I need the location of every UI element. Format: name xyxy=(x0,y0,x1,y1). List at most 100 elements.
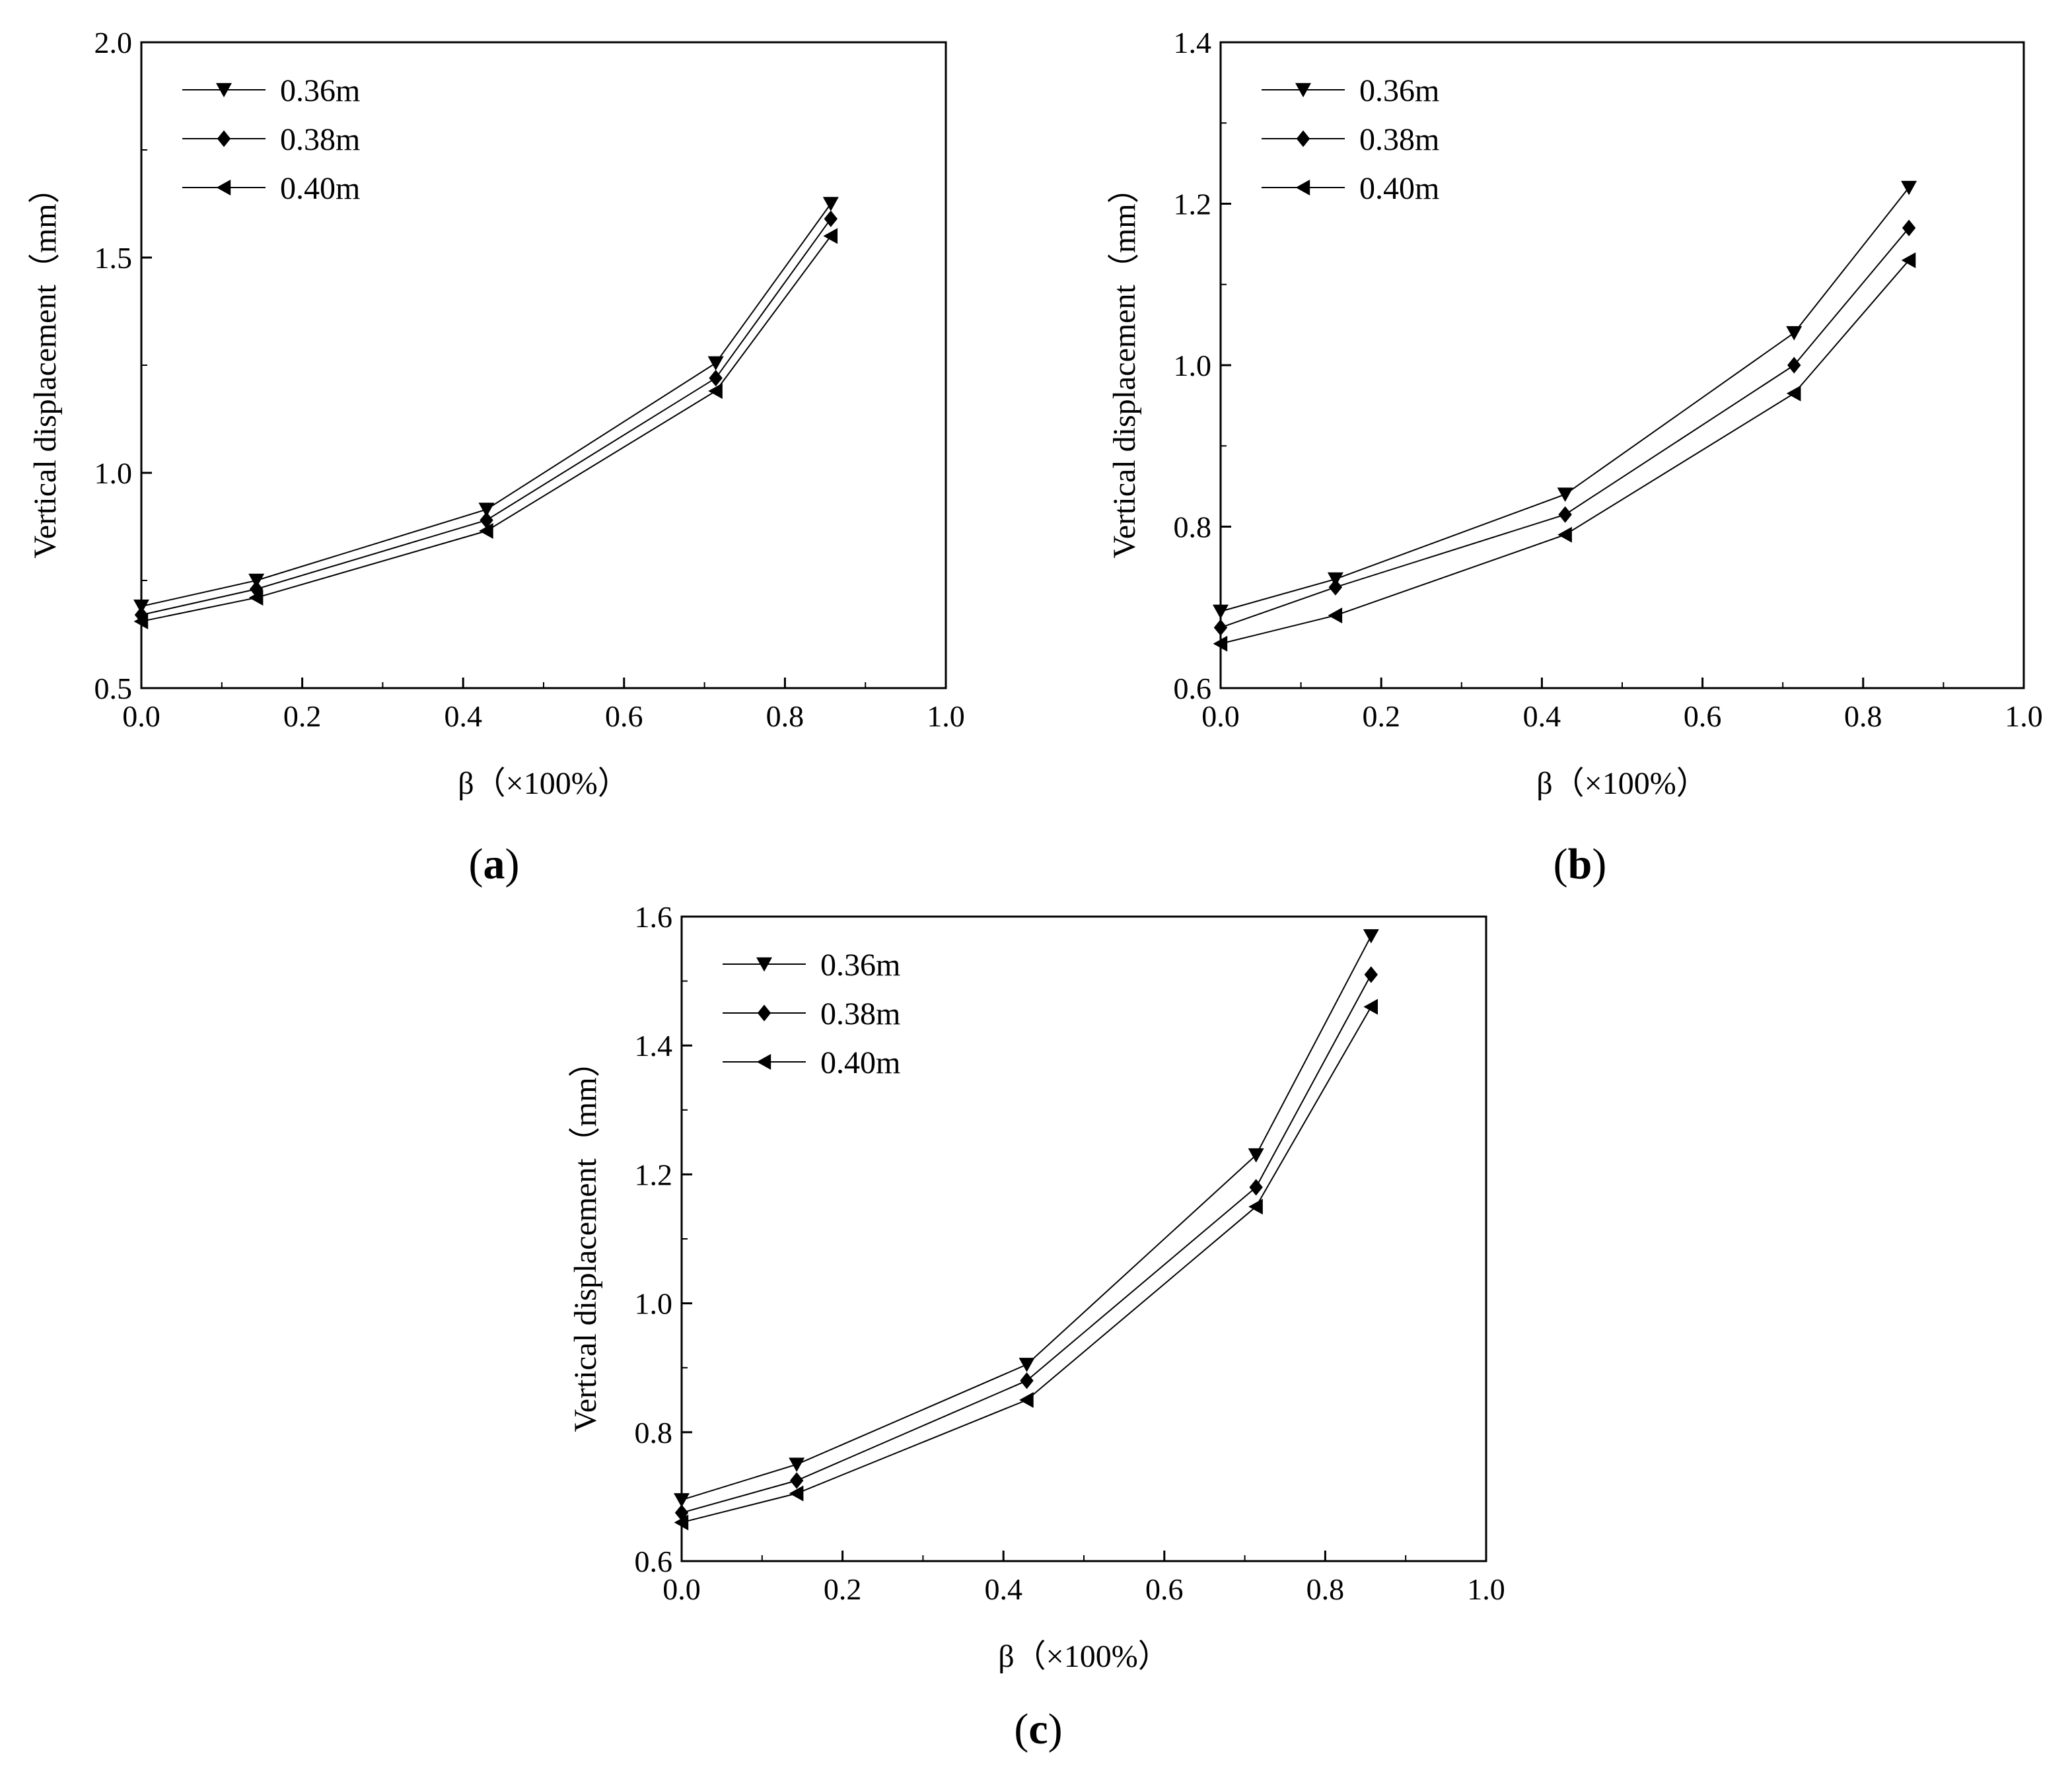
x-tick-label: 0.4 xyxy=(984,1572,1022,1606)
y-tick-label: 0.5 xyxy=(94,672,133,705)
data-point-0.38m xyxy=(1249,1179,1263,1196)
y-tick-label: 1.0 xyxy=(1174,349,1212,382)
data-point-0.40m xyxy=(708,383,723,400)
data-point-0.38m xyxy=(480,512,493,529)
legend-marker xyxy=(217,130,231,147)
data-point-0.40m xyxy=(133,613,149,629)
data-point-0.40m xyxy=(1557,526,1572,543)
data-point-0.38m xyxy=(824,210,838,227)
x-tick-label: 0.0 xyxy=(122,699,161,733)
x-axis-title: β（×100%） xyxy=(998,1639,1169,1674)
data-point-0.36m xyxy=(822,197,839,211)
x-axis-title: β（×100%） xyxy=(458,766,629,801)
y-tick-label: 1.0 xyxy=(94,456,133,490)
data-point-0.36m xyxy=(707,356,724,371)
x-tick-label: 0.0 xyxy=(1201,699,1240,733)
data-point-0.36m xyxy=(1018,1358,1035,1372)
x-tick-label: 0.2 xyxy=(283,699,322,733)
legend-label: 0.36m xyxy=(820,948,900,983)
data-point-0.40m xyxy=(1901,252,1916,269)
x-tick-label: 1.0 xyxy=(1467,1572,1505,1606)
legend-marker xyxy=(216,83,232,98)
y-tick-label: 1.5 xyxy=(94,241,133,275)
data-point-0.36m xyxy=(1213,604,1229,619)
data-point-0.36m xyxy=(1363,929,1379,944)
data-point-0.36m xyxy=(789,1457,805,1472)
legend-marker xyxy=(1295,83,1311,98)
x-tick-label: 0.8 xyxy=(1306,1572,1345,1606)
legend-label: 0.40m xyxy=(820,1045,900,1080)
chart-panel-a: 0.0 0.2 0.4 0.6 0.8 1.0 0.5 1.0 1.5 2.0 β（×100%） Ve… xyxy=(28,26,965,888)
data-point-0.40m xyxy=(1786,385,1801,402)
legend-label: 0.40m xyxy=(1359,171,1439,206)
data-point-0.38m xyxy=(789,1472,804,1489)
y-tick-label: 1.2 xyxy=(635,1158,673,1191)
x-tick-label: 1.0 xyxy=(927,699,965,733)
legend-marker xyxy=(756,1054,771,1070)
y-tick-label: 2.0 xyxy=(94,26,133,59)
legend-marker xyxy=(216,180,231,195)
data-point-0.40m xyxy=(789,1485,804,1502)
y-tick-label: 0.6 xyxy=(1174,672,1212,705)
legend-label: 0.38m xyxy=(820,996,900,1031)
panel-label: (b) xyxy=(1554,840,1607,888)
data-point-0.40m xyxy=(1328,607,1343,623)
x-tick-label: 0.4 xyxy=(1523,699,1561,733)
legend-marker xyxy=(756,957,772,972)
data-point-0.40m xyxy=(1019,1392,1034,1408)
data-point-0.38m xyxy=(134,606,149,623)
legend-marker xyxy=(757,1004,771,1022)
data-point-0.38m xyxy=(1213,619,1228,636)
data-point-0.38m xyxy=(1902,219,1916,236)
x-tick-label: 0.8 xyxy=(766,699,804,733)
y-tick-label: 1.6 xyxy=(635,900,673,934)
data-point-0.38m xyxy=(1558,506,1572,523)
chart-panel-b: 0.0 0.2 0.4 0.6 0.8 1.0 0.6 0.8 1.0 1.2 1.4 β（×100%… xyxy=(1107,26,2043,888)
y-tick-label: 1.4 xyxy=(1174,26,1212,59)
y-tick-label: 1.2 xyxy=(1174,188,1212,221)
legend-marker xyxy=(1296,130,1310,147)
data-point-0.36m xyxy=(1248,1148,1264,1163)
data-point-0.40m xyxy=(823,228,838,244)
data-point-0.40m xyxy=(1363,998,1378,1015)
legend: 0.36m 0.38m 0.40m xyxy=(723,948,900,1080)
x-tick-label: 0.6 xyxy=(1684,699,1722,733)
y-tick-label: 0.8 xyxy=(635,1416,673,1450)
legend-label: 0.36m xyxy=(1359,73,1439,108)
data-point-0.38m xyxy=(249,580,264,598)
y-tick-label: 1.4 xyxy=(635,1029,673,1063)
legend: 0.36m 0.38m 0.40m xyxy=(1262,73,1439,206)
x-tick-label: 0.8 xyxy=(1844,699,1882,733)
legend-marker xyxy=(1295,180,1310,195)
y-axis-title: Vertical displacement（mm） xyxy=(568,1045,603,1432)
panel-label: (a) xyxy=(469,840,520,888)
data-point-0.38m xyxy=(1364,966,1378,983)
y-tick-label: 1.0 xyxy=(635,1287,673,1321)
data-point-0.36m xyxy=(1901,180,1917,195)
panel-label: (c) xyxy=(1014,1705,1062,1753)
legend-label: 0.38m xyxy=(280,122,360,157)
legend-label: 0.40m xyxy=(280,171,360,206)
x-tick-label: 0.4 xyxy=(444,699,482,733)
data-point-0.38m xyxy=(1020,1372,1034,1389)
data-point-0.36m xyxy=(1557,487,1573,502)
data-point-0.40m xyxy=(248,590,264,606)
data-point-0.38m xyxy=(1787,357,1801,374)
x-tick-label: 0.2 xyxy=(1362,699,1400,733)
y-axis-title: Vertical displacement（mm） xyxy=(1107,172,1142,558)
y-axis-title: Vertical displacement（mm） xyxy=(28,172,63,558)
data-point-0.40m xyxy=(1213,635,1228,652)
data-point-0.36m xyxy=(674,1493,690,1508)
x-tick-label: 0.6 xyxy=(605,699,643,733)
y-tick-label: 0.8 xyxy=(1174,510,1212,544)
y-tick-label: 0.6 xyxy=(635,1545,673,1578)
data-point-0.40m xyxy=(479,523,493,540)
x-tick-label: 0.2 xyxy=(824,1572,862,1606)
chart-panel-c: 0.0 0.2 0.4 0.6 0.8 1.0 0.6 0.8 1.0 1.2 1.4 1.6 β（×1… xyxy=(568,900,1505,1753)
x-tick-label: 0.0 xyxy=(662,1572,701,1606)
data-point-0.38m xyxy=(709,369,723,387)
x-axis-title: β（×100%） xyxy=(1536,766,1707,801)
data-point-0.40m xyxy=(1248,1199,1263,1215)
